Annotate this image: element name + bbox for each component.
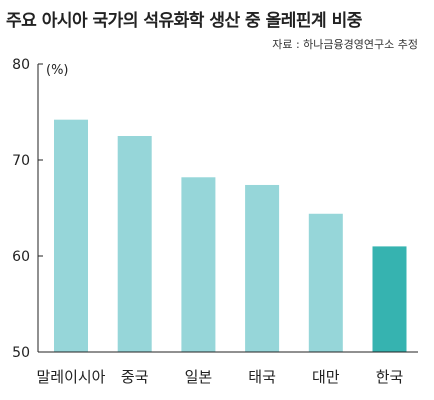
- bar-4: [245, 184, 280, 352]
- bar-1: [54, 119, 88, 353]
- x-tick-label: 일본: [185, 368, 213, 386]
- y-tick-label: 70: [12, 153, 30, 169]
- chart-title: 주요 아시아 국가의 석유화학 생산 중 올레핀계 비중: [6, 11, 362, 31]
- bar-3: [181, 177, 216, 352]
- x-tick-label: 한국: [376, 368, 404, 386]
- bar-2: [117, 136, 152, 352]
- bar-5: [308, 213, 343, 352]
- x-tick-label: 태국: [248, 368, 276, 386]
- x-tick-label: 중국: [121, 368, 149, 386]
- x-tick-label: 말레이시아: [36, 368, 105, 386]
- y-tick-label: 80: [12, 57, 30, 73]
- y-tick-label: 60: [12, 249, 30, 265]
- y-tick-label: 50: [12, 345, 30, 361]
- y-unit-label: (%): [46, 63, 69, 78]
- chart-source-note: 자료 : 하나금융경영연구소 추정: [272, 38, 418, 51]
- bar-6: [372, 246, 407, 352]
- x-tick-label: 대만: [312, 368, 340, 386]
